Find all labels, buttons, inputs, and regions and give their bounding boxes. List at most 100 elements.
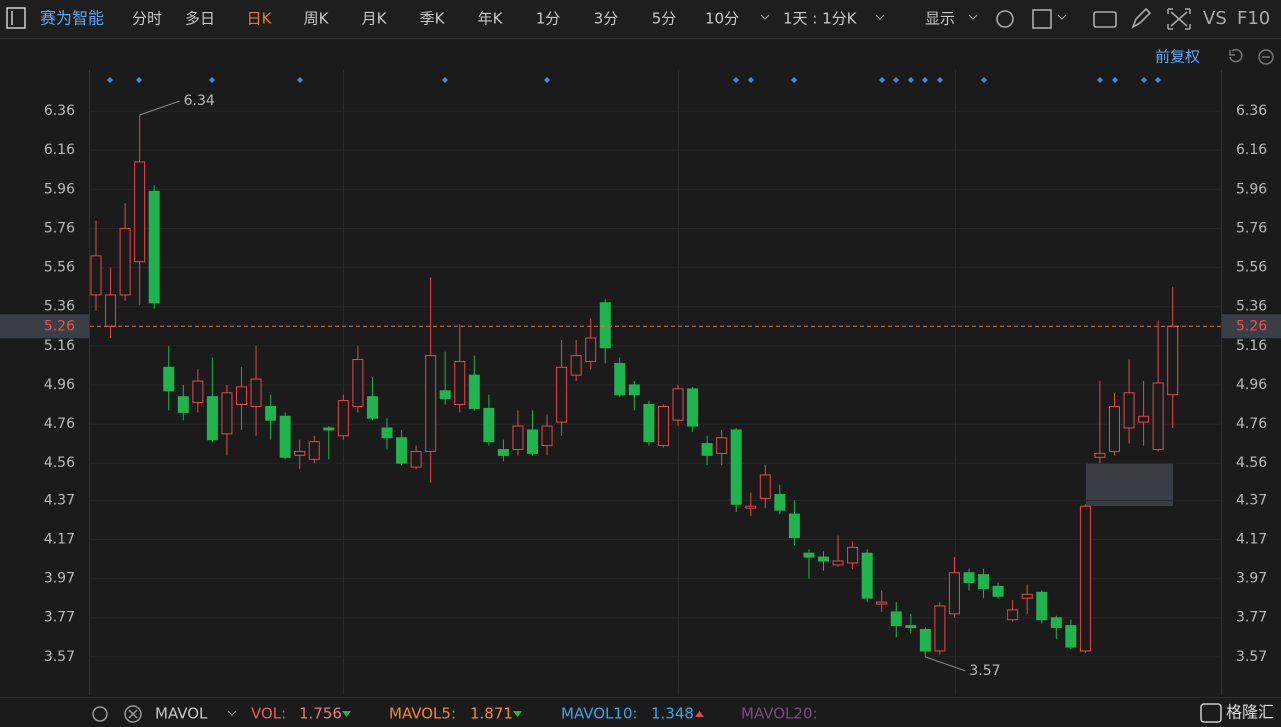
y-tick-label-right: 6.36	[1236, 103, 1267, 119]
candle-body	[265, 405, 277, 421]
candle-body	[657, 405, 669, 447]
candle-body	[1094, 452, 1106, 458]
event-marker	[981, 77, 987, 83]
candle-body	[1065, 625, 1077, 648]
event-marker	[1155, 77, 1161, 83]
last-price-label: 5.26	[44, 318, 75, 334]
y-tick-label-right: 5.76	[1236, 220, 1267, 236]
candle-body	[512, 425, 524, 450]
down-arrow	[513, 711, 522, 717]
period-tab[interactable]: 日K	[247, 10, 273, 28]
y-tick-label: 5.76	[44, 220, 75, 236]
candle-body	[730, 429, 742, 505]
candle-body	[919, 628, 931, 652]
camera-icon[interactable]	[1093, 11, 1117, 28]
period-tab[interactable]: 10分	[705, 10, 739, 28]
f10-button[interactable]: F10	[1237, 8, 1270, 29]
period-select[interactable]: 1天 : 1分K	[783, 10, 858, 28]
y-tick-label-right: 4.37	[1236, 492, 1267, 508]
y-tick-label: 6.36	[44, 103, 75, 119]
sidebar-toggle[interactable]	[6, 7, 26, 29]
candle-body	[672, 388, 684, 421]
candle-body	[352, 359, 364, 407]
candle-body	[905, 625, 917, 629]
candle-body	[978, 574, 990, 589]
period-tab[interactable]: 周K	[304, 10, 330, 28]
candle-body	[90, 255, 102, 296]
event-marker	[209, 77, 215, 83]
y-tick-label-right: 3.57	[1236, 649, 1267, 665]
candle-body	[1050, 617, 1062, 629]
indicator-name[interactable]: MAVOL	[155, 705, 208, 723]
selection-box	[1086, 463, 1173, 506]
event-marker	[733, 77, 739, 83]
chevron	[875, 14, 885, 20]
period-tab[interactable]: 月K	[362, 10, 388, 28]
period-tab[interactable]: 3分	[594, 10, 619, 28]
period-tab[interactable]: 1分	[536, 10, 561, 28]
y-tick-label: 4.17	[44, 531, 75, 547]
display-menu[interactable]: 显示	[925, 10, 955, 28]
candle-body	[745, 505, 757, 509]
candle-body	[381, 427, 393, 439]
toolbar	[0, 0, 1281, 38]
mavol5-value: 1.871	[470, 705, 513, 723]
candle-body	[599, 302, 611, 349]
settings-icon[interactable]	[996, 10, 1014, 28]
vs-button[interactable]: VS	[1203, 8, 1227, 29]
stock-name[interactable]: 赛为智能	[40, 9, 104, 28]
candle-body	[439, 390, 451, 400]
candle-body	[119, 227, 131, 296]
adjust-select[interactable]: 前复权	[1155, 48, 1200, 66]
low-annotation: 3.57	[969, 663, 1000, 679]
period-tab[interactable]: 多日	[185, 10, 215, 28]
y-tick-label-right: 4.56	[1236, 455, 1267, 471]
y-tick-label-right: 3.97	[1236, 571, 1267, 587]
event-marker	[879, 77, 885, 83]
indicator-settings[interactable]	[92, 706, 108, 722]
candle-body	[847, 546, 859, 564]
fullscreen-icon[interactable]	[1167, 8, 1191, 30]
annotation-leader	[925, 656, 966, 672]
period-tab[interactable]: 分时	[132, 10, 162, 28]
y-tick-label: 4.37	[44, 492, 75, 508]
candle-body	[1021, 593, 1033, 599]
vol-value: 1.756	[299, 705, 342, 723]
down-arrow	[342, 711, 351, 717]
candle-body	[803, 552, 815, 558]
event-marker	[1112, 77, 1118, 83]
style-icon[interactable]	[1032, 9, 1052, 29]
candle-body	[425, 355, 437, 452]
candle-body	[643, 404, 655, 443]
candle-body	[716, 437, 728, 454]
candle-body	[134, 161, 146, 263]
candle-body	[294, 450, 306, 456]
candle-body	[527, 429, 538, 454]
pen-icon[interactable]	[1131, 7, 1152, 29]
candle-body	[105, 294, 117, 327]
candle-body	[1079, 505, 1091, 652]
period-tab[interactable]: 年K	[478, 10, 504, 28]
candle-body	[1123, 392, 1135, 429]
event-marker	[107, 77, 113, 83]
mavol10-value: 1.348	[651, 705, 694, 723]
candle-body	[177, 396, 189, 413]
period-tab[interactable]: 季K	[420, 10, 446, 28]
event-marker	[893, 77, 899, 83]
y-tick-label-right: 6.16	[1236, 142, 1267, 158]
zoom-out-icon[interactable]	[1258, 49, 1274, 65]
event-marker	[791, 77, 797, 83]
y-tick-label-right: 5.36	[1236, 299, 1267, 315]
candle-body	[614, 362, 626, 396]
y-tick-label: 3.57	[44, 649, 75, 665]
indicator-close[interactable]	[124, 705, 142, 723]
candle-body	[701, 443, 713, 456]
event-marker	[297, 77, 303, 83]
period-tab[interactable]: 5分	[652, 10, 677, 28]
event-marker	[1141, 77, 1147, 83]
reset-icon[interactable]	[1229, 48, 1243, 63]
y-tick-label-right: 4.76	[1236, 416, 1267, 432]
event-marker	[1097, 77, 1103, 83]
